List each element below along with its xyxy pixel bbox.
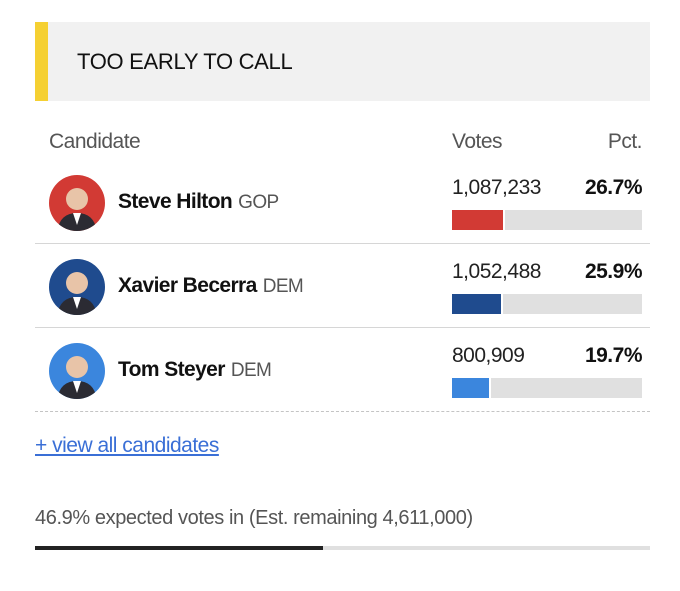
row-separator <box>35 327 650 328</box>
expected-text: expected votes in (Est. remaining 4,611,… <box>94 507 473 529</box>
row-separator <box>35 243 650 244</box>
progress-fill <box>35 546 324 550</box>
pct-bar-track <box>452 294 642 314</box>
votes: 800,909 <box>452 344 525 367</box>
name-text: Steve Hilton <box>118 190 233 213</box>
party: DEM <box>230 360 272 381</box>
pct-bar-track <box>452 210 642 230</box>
pct: 25.9% <box>584 260 643 283</box>
row-separator <box>35 411 650 412</box>
column-header: Votes <box>452 130 503 153</box>
name-text: Tom Steyer <box>118 358 225 381</box>
party: DEM <box>262 276 304 297</box>
progress-track <box>35 546 650 550</box>
votes: 1,087,233 <box>452 176 541 199</box>
pct-bar <box>452 294 504 314</box>
view-all-link[interactable]: + view all candidates <box>35 434 219 457</box>
candidate-photo <box>49 175 105 231</box>
column-header: Pct. <box>607 130 643 153</box>
candidate-photo <box>49 343 105 399</box>
votes: 1,052,488 <box>452 260 541 283</box>
photo-figure <box>57 188 97 231</box>
name-text: Xavier Becerra <box>118 274 257 297</box>
status-text: TOO EARLY TO CALL <box>77 49 293 74</box>
pct: 26.7% <box>584 176 643 199</box>
candidate-name: Tom Steyer DEM <box>118 358 272 382</box>
party: GOP <box>238 192 279 213</box>
status-stripe <box>35 22 48 101</box>
candidate-name: Xavier Becerra DEM <box>118 274 304 298</box>
column-header: Candidate <box>49 130 141 153</box>
photo-figure <box>57 272 97 315</box>
status-banner: TOO EARLY TO CALL <box>35 22 650 101</box>
pct: 19.7% <box>584 344 643 367</box>
candidate-name: Steve Hilton GOP <box>118 190 279 214</box>
pct-bar <box>452 210 505 230</box>
expected-votes: 46.9% expected votes in (Est. remaining … <box>35 507 473 530</box>
photo-figure <box>57 356 97 399</box>
candidate-photo <box>49 259 105 315</box>
pct-bar-track <box>452 378 642 398</box>
expected-pct: 46.9% <box>35 507 90 529</box>
pct-bar <box>452 378 492 398</box>
